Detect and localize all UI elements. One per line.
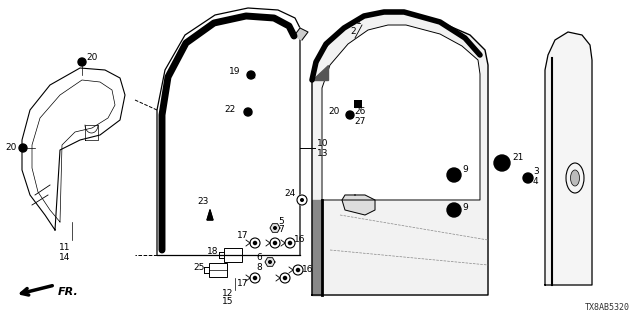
- Circle shape: [253, 276, 257, 280]
- Circle shape: [297, 195, 307, 205]
- Polygon shape: [312, 65, 328, 80]
- Circle shape: [447, 168, 461, 182]
- Polygon shape: [342, 195, 375, 215]
- Text: 3: 3: [533, 167, 539, 177]
- Bar: [209, 263, 227, 277]
- Circle shape: [296, 268, 300, 272]
- Polygon shape: [294, 28, 308, 40]
- Text: 13: 13: [317, 149, 328, 158]
- Text: 5: 5: [278, 218, 284, 227]
- Text: 2: 2: [350, 28, 356, 36]
- Polygon shape: [312, 12, 488, 295]
- Circle shape: [244, 108, 252, 116]
- Text: 23: 23: [197, 197, 209, 206]
- Text: 16: 16: [294, 236, 305, 244]
- Text: 27: 27: [354, 117, 365, 126]
- Text: 15: 15: [222, 298, 234, 307]
- Text: 20: 20: [86, 52, 97, 61]
- Circle shape: [273, 226, 277, 230]
- Circle shape: [253, 241, 257, 245]
- Text: 10: 10: [317, 140, 328, 148]
- Ellipse shape: [570, 170, 579, 186]
- Text: 7: 7: [278, 226, 284, 235]
- Circle shape: [19, 144, 27, 152]
- Text: 9: 9: [462, 204, 468, 212]
- Circle shape: [288, 241, 292, 245]
- Text: 9: 9: [462, 165, 468, 174]
- Text: 26: 26: [354, 108, 365, 116]
- Polygon shape: [270, 224, 280, 232]
- Text: 22: 22: [225, 106, 236, 115]
- Polygon shape: [157, 8, 300, 255]
- Text: 12: 12: [222, 290, 234, 299]
- Polygon shape: [545, 32, 592, 285]
- Text: 8: 8: [256, 262, 262, 271]
- Bar: [224, 248, 242, 262]
- Text: 19: 19: [228, 68, 240, 76]
- Text: 17: 17: [237, 231, 248, 241]
- Text: 4: 4: [533, 178, 539, 187]
- Text: 11: 11: [60, 244, 71, 252]
- Text: 17: 17: [237, 279, 248, 289]
- Text: 16: 16: [302, 266, 314, 275]
- Circle shape: [346, 111, 354, 119]
- Circle shape: [268, 260, 272, 264]
- Text: FR.: FR.: [58, 287, 79, 297]
- Circle shape: [283, 276, 287, 280]
- Text: 6: 6: [256, 253, 262, 262]
- Circle shape: [78, 58, 86, 66]
- Polygon shape: [322, 25, 480, 200]
- Circle shape: [523, 173, 533, 183]
- Circle shape: [273, 241, 277, 245]
- Polygon shape: [312, 200, 322, 295]
- Bar: [354, 100, 362, 108]
- Text: TX8AB5320: TX8AB5320: [585, 303, 630, 312]
- Polygon shape: [22, 68, 125, 230]
- Text: 18: 18: [207, 247, 218, 257]
- Polygon shape: [207, 210, 213, 220]
- Text: 20: 20: [328, 108, 340, 116]
- Polygon shape: [265, 258, 275, 266]
- Circle shape: [247, 71, 255, 79]
- Text: 25: 25: [194, 263, 205, 273]
- Circle shape: [300, 198, 304, 202]
- Text: 1: 1: [356, 18, 362, 27]
- Circle shape: [494, 155, 510, 171]
- Circle shape: [447, 203, 461, 217]
- Text: 21: 21: [512, 154, 524, 163]
- Text: 24: 24: [285, 188, 296, 197]
- Text: 14: 14: [60, 253, 70, 262]
- Text: 20: 20: [5, 143, 17, 153]
